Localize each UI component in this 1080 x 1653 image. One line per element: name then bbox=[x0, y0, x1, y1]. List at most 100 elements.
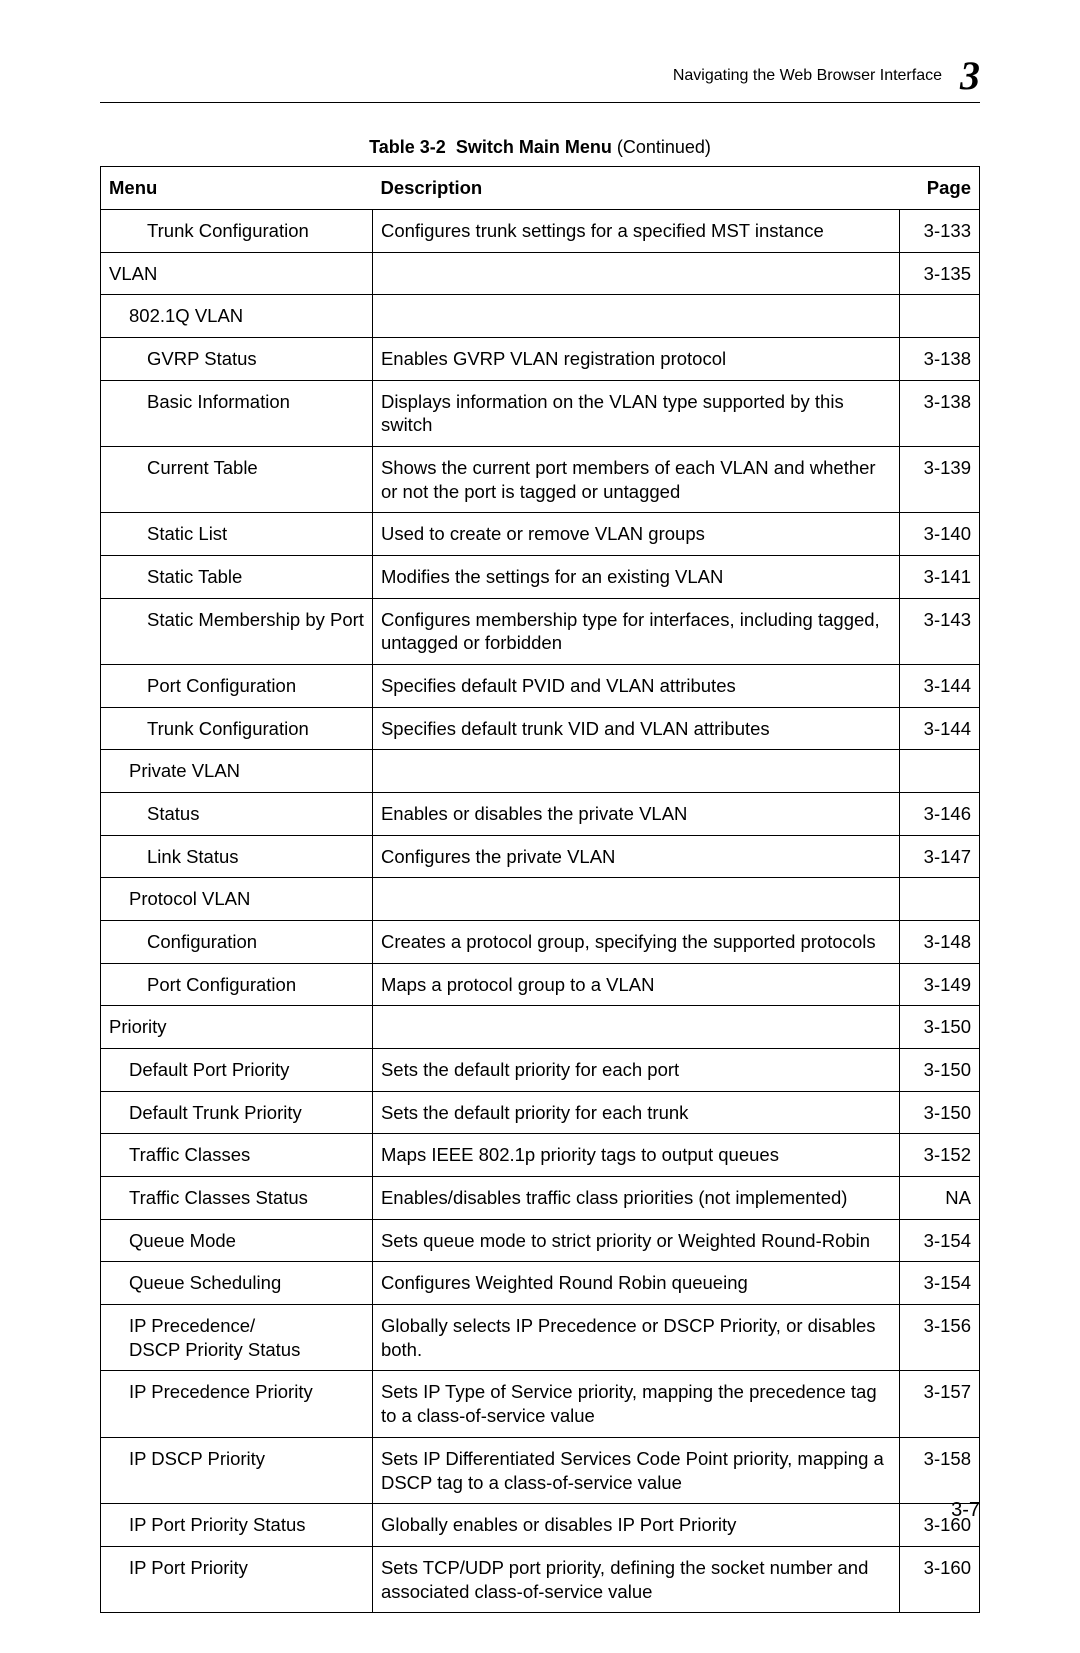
document-page: Navigating the Web Browser Interface 3 T… bbox=[0, 0, 1080, 1653]
menu-cell: Trunk Configuration bbox=[101, 210, 373, 253]
description-cell: Configures trunk settings for a specifie… bbox=[372, 210, 899, 253]
menu-cell: IP Precedence Priority bbox=[101, 1371, 373, 1437]
menu-cell: Link Status bbox=[101, 835, 373, 878]
page-cell: 3-143 bbox=[900, 598, 980, 664]
table-row: IP Port PrioritySets TCP/UDP port priori… bbox=[101, 1546, 980, 1612]
main-menu-table: Menu Description Page Trunk Configuratio… bbox=[100, 166, 980, 1613]
page-cell: 3-154 bbox=[900, 1262, 980, 1305]
menu-cell: Static Membership by Port bbox=[101, 598, 373, 664]
menu-cell: Port Configuration bbox=[101, 963, 373, 1006]
page-cell: 3-154 bbox=[900, 1219, 980, 1262]
description-cell bbox=[372, 295, 899, 338]
menu-cell: IP DSCP Priority bbox=[101, 1437, 373, 1503]
page-cell: 3-157 bbox=[900, 1371, 980, 1437]
page-cell bbox=[900, 750, 980, 793]
description-cell: Specifies default PVID and VLAN attribut… bbox=[372, 665, 899, 708]
menu-cell: Status bbox=[101, 793, 373, 836]
table-row: StatusEnables or disables the private VL… bbox=[101, 793, 980, 836]
description-cell: Displays information on the VLAN type su… bbox=[372, 380, 899, 446]
description-cell: Configures Weighted Round Robin queueing bbox=[372, 1262, 899, 1305]
table-row: Traffic ClassesMaps IEEE 802.1p priority… bbox=[101, 1134, 980, 1177]
description-cell: Creates a protocol group, specifying the… bbox=[372, 921, 899, 964]
table-row: Protocol VLAN bbox=[101, 878, 980, 921]
table-row: Default Port PrioritySets the default pr… bbox=[101, 1049, 980, 1092]
description-cell: Used to create or remove VLAN groups bbox=[372, 513, 899, 556]
page-cell: 3-138 bbox=[900, 338, 980, 381]
table-row: Port ConfigurationSpecifies default PVID… bbox=[101, 665, 980, 708]
table-row: Private VLAN bbox=[101, 750, 980, 793]
table-row: IP Precedence PrioritySets IP Type of Se… bbox=[101, 1371, 980, 1437]
table-row: GVRP StatusEnables GVRP VLAN registratio… bbox=[101, 338, 980, 381]
chapter-number: 3 bbox=[960, 56, 980, 96]
table-row: 802.1Q VLAN bbox=[101, 295, 980, 338]
description-cell: Sets TCP/UDP port priority, defining the… bbox=[372, 1546, 899, 1612]
table-row: ConfigurationCreates a protocol group, s… bbox=[101, 921, 980, 964]
description-cell: Enables/disables traffic class prioritie… bbox=[372, 1177, 899, 1220]
page-header: Navigating the Web Browser Interface 3 bbox=[100, 56, 980, 103]
description-cell: Specifies default trunk VID and VLAN att… bbox=[372, 707, 899, 750]
col-menu: Menu bbox=[101, 167, 373, 210]
table-caption: Table 3-2 Switch Main Menu (Continued) bbox=[100, 137, 980, 158]
description-cell: Configures membership type for interface… bbox=[372, 598, 899, 664]
description-cell: Maps IEEE 802.1p priority tags to output… bbox=[372, 1134, 899, 1177]
menu-cell: Static List bbox=[101, 513, 373, 556]
description-cell bbox=[372, 750, 899, 793]
page-cell: NA bbox=[900, 1177, 980, 1220]
caption-title: Switch Main Menu bbox=[456, 137, 612, 157]
table-row: Basic InformationDisplays information on… bbox=[101, 380, 980, 446]
description-cell: Configures the private VLAN bbox=[372, 835, 899, 878]
menu-cell: Traffic Classes bbox=[101, 1134, 373, 1177]
table-row: IP Precedence/ DSCP Priority StatusGloba… bbox=[101, 1305, 980, 1371]
description-cell: Enables or disables the private VLAN bbox=[372, 793, 899, 836]
description-cell: Globally enables or disables IP Port Pri… bbox=[372, 1504, 899, 1547]
menu-cell: Basic Information bbox=[101, 380, 373, 446]
menu-cell: Port Configuration bbox=[101, 665, 373, 708]
table-row: IP DSCP PrioritySets IP Differentiated S… bbox=[101, 1437, 980, 1503]
page-cell bbox=[900, 295, 980, 338]
menu-cell: Priority bbox=[101, 1006, 373, 1049]
table-row: Priority3-150 bbox=[101, 1006, 980, 1049]
page-cell: 3-149 bbox=[900, 963, 980, 1006]
table-row: Default Trunk PrioritySets the default p… bbox=[101, 1091, 980, 1134]
header-title: Navigating the Web Browser Interface bbox=[673, 67, 942, 85]
page-footer: 3-7 bbox=[951, 1499, 980, 1522]
description-cell: Maps a protocol group to a VLAN bbox=[372, 963, 899, 1006]
page-cell: 3-148 bbox=[900, 921, 980, 964]
table-header-row: Menu Description Page bbox=[101, 167, 980, 210]
menu-cell: Default Port Priority bbox=[101, 1049, 373, 1092]
page-cell: 3-147 bbox=[900, 835, 980, 878]
page-number: 3-7 bbox=[951, 1499, 980, 1521]
page-cell: 3-150 bbox=[900, 1049, 980, 1092]
description-cell: Sets queue mode to strict priority or We… bbox=[372, 1219, 899, 1262]
description-cell bbox=[372, 1006, 899, 1049]
description-cell: Sets IP Type of Service priority, mappin… bbox=[372, 1371, 899, 1437]
description-cell: Globally selects IP Precedence or DSCP P… bbox=[372, 1305, 899, 1371]
description-cell: Shows the current port members of each V… bbox=[372, 447, 899, 513]
menu-cell: Default Trunk Priority bbox=[101, 1091, 373, 1134]
caption-suffix: (Continued) bbox=[617, 137, 711, 157]
page-cell: 3-156 bbox=[900, 1305, 980, 1371]
caption-prefix: Table 3-2 bbox=[369, 137, 446, 157]
description-cell bbox=[372, 252, 899, 295]
page-cell: 3-144 bbox=[900, 707, 980, 750]
table-row: VLAN3-135 bbox=[101, 252, 980, 295]
page-cell: 3-146 bbox=[900, 793, 980, 836]
menu-cell: VLAN bbox=[101, 252, 373, 295]
page-cell: 3-140 bbox=[900, 513, 980, 556]
table-row: Link StatusConfigures the private VLAN3-… bbox=[101, 835, 980, 878]
table-row: Static ListUsed to create or remove VLAN… bbox=[101, 513, 980, 556]
page-cell: 3-139 bbox=[900, 447, 980, 513]
description-cell: Sets IP Differentiated Services Code Poi… bbox=[372, 1437, 899, 1503]
menu-cell: Trunk Configuration bbox=[101, 707, 373, 750]
description-cell: Enables GVRP VLAN registration protocol bbox=[372, 338, 899, 381]
table-row: Port ConfigurationMaps a protocol group … bbox=[101, 963, 980, 1006]
menu-cell: Protocol VLAN bbox=[101, 878, 373, 921]
table-row: Queue ModeSets queue mode to strict prio… bbox=[101, 1219, 980, 1262]
table-row: Queue SchedulingConfigures Weighted Roun… bbox=[101, 1262, 980, 1305]
page-cell: 3-150 bbox=[900, 1091, 980, 1134]
menu-cell: GVRP Status bbox=[101, 338, 373, 381]
menu-cell: IP Precedence/ DSCP Priority Status bbox=[101, 1305, 373, 1371]
menu-cell: Static Table bbox=[101, 556, 373, 599]
menu-cell: Private VLAN bbox=[101, 750, 373, 793]
table-row: Static TableModifies the settings for an… bbox=[101, 556, 980, 599]
